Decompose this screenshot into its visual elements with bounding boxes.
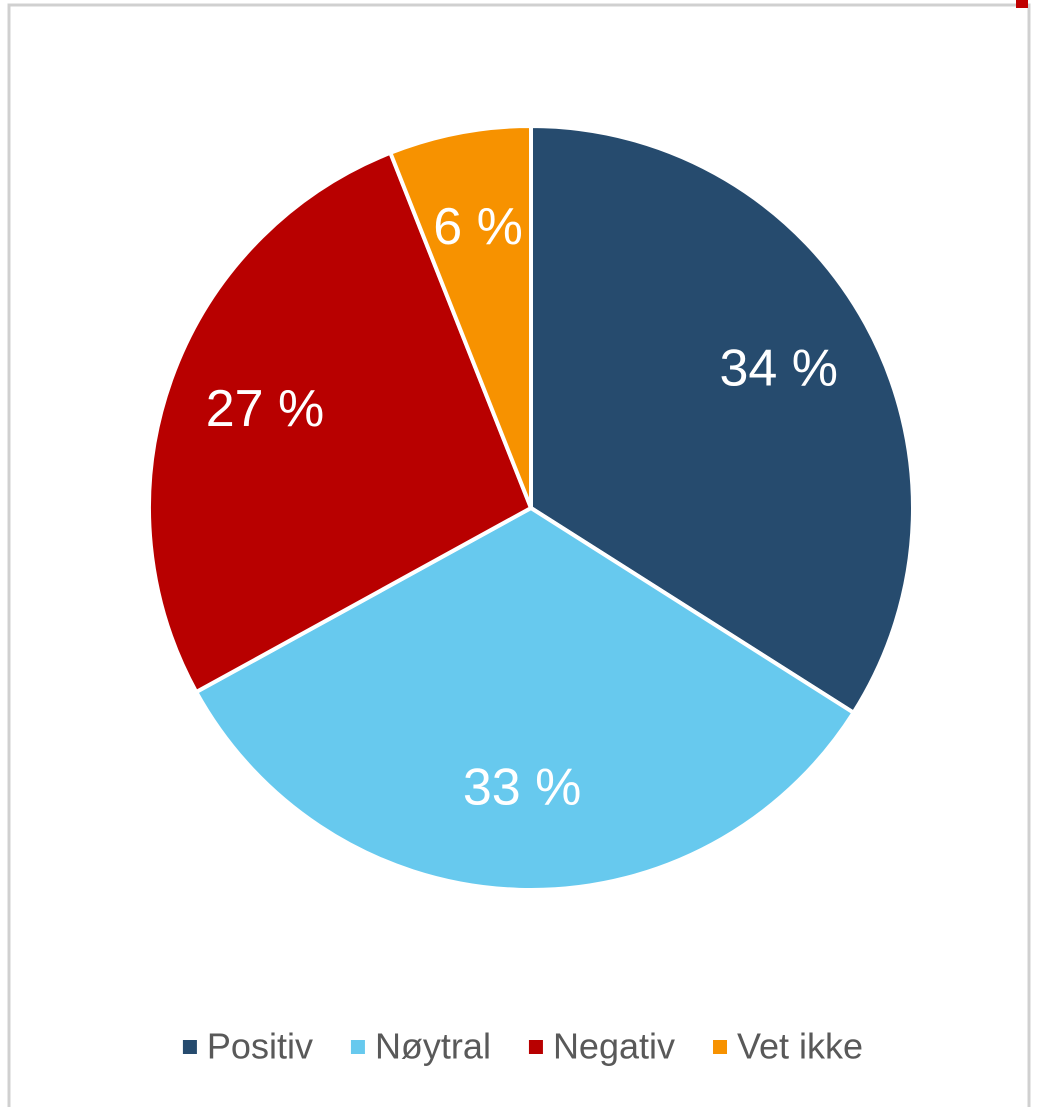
data-label: 6 % [433, 198, 523, 256]
pie-slice [529, 124, 915, 715]
pie-slice [147, 150, 533, 695]
legend-label: Positiv [207, 1026, 313, 1067]
pie: 34 % 33 % 27 % 6 % [147, 124, 915, 892]
data-label: 27 % [206, 380, 325, 438]
legend: Positiv Nøytral Negativ Vet ikke [182, 1026, 863, 1067]
legend-label: Negativ [553, 1026, 675, 1067]
legend-marker [713, 1040, 728, 1054]
data-label: 34 % [719, 340, 838, 398]
legend-marker [182, 1040, 197, 1054]
data-label: 33 % [463, 758, 582, 816]
legend-marker [528, 1040, 543, 1054]
corner-mark [1016, 0, 1028, 8]
legend-label: Nøytral [375, 1026, 491, 1067]
legend-label: Vet ikke [737, 1026, 863, 1067]
legend-marker [350, 1040, 365, 1054]
pie-slice [388, 124, 533, 510]
frame [7, 3, 1031, 1107]
